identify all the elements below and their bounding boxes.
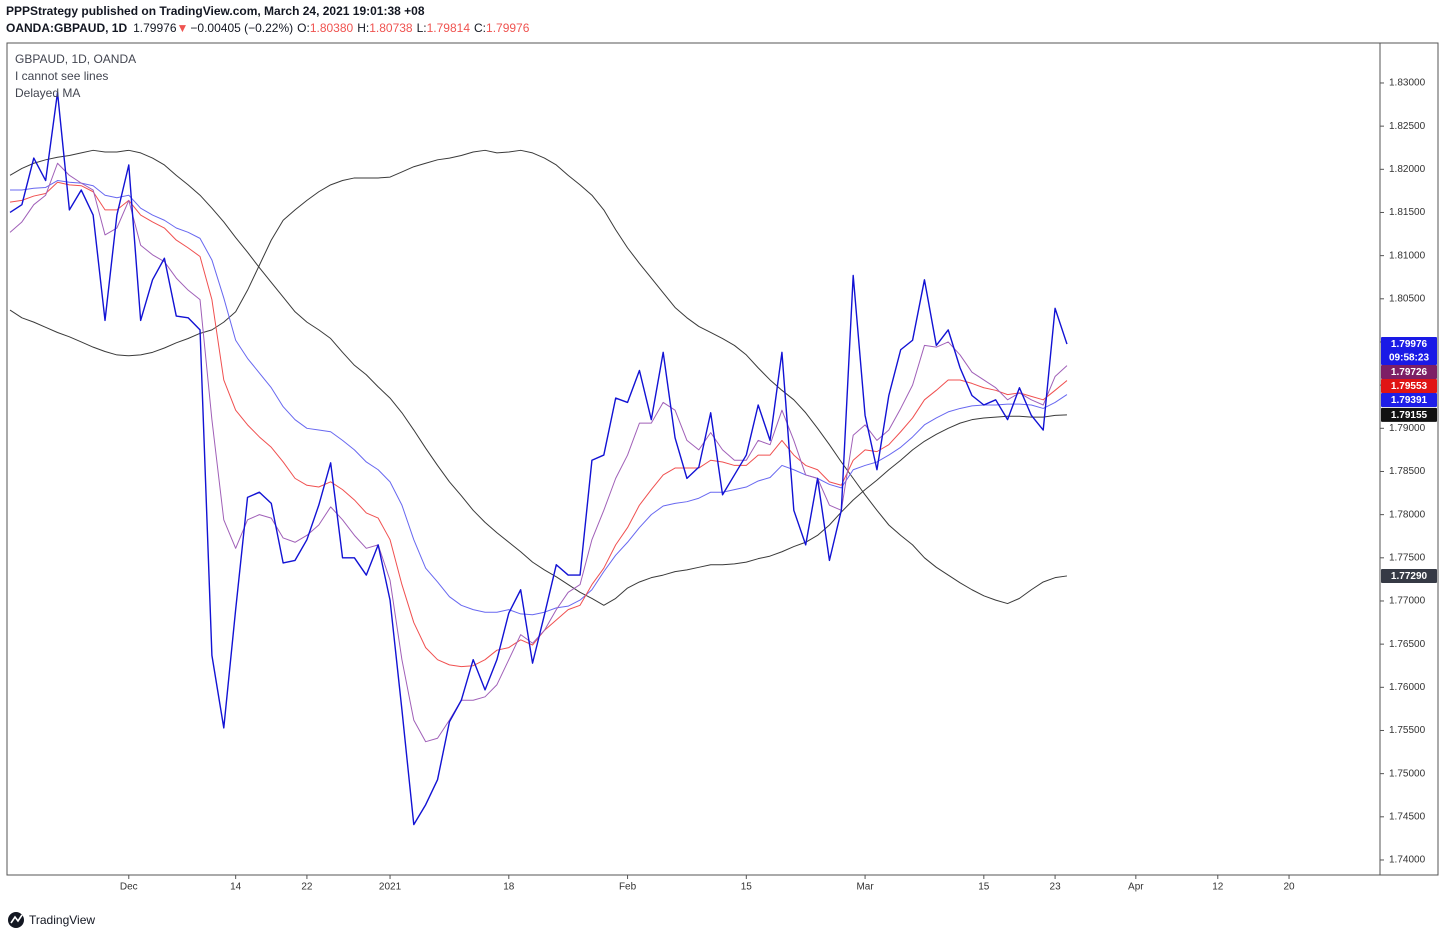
price-tag-label: 1.79976 [1391, 339, 1428, 350]
symbol-line: OANDA:GBPAUD, 1D 1.79976▼ −0.00405 (−0.22%… [6, 21, 530, 35]
y-tick-label: 1.81000 [1389, 250, 1426, 261]
y-tick-label: 1.80500 [1389, 293, 1426, 304]
price-tag-label: 1.77290 [1391, 571, 1428, 582]
y-tick-label: 1.75000 [1389, 768, 1426, 779]
price-tag-label: 1.79553 [1391, 381, 1428, 392]
price-tag-label: 1.79391 [1391, 395, 1428, 406]
y-tick-label: 1.76000 [1389, 682, 1426, 693]
ohlc-key: C: [474, 21, 486, 35]
y-tick-label: 1.78000 [1389, 509, 1426, 520]
x-tick-label: Apr [1128, 882, 1144, 893]
y-tick-label: 1.79000 [1389, 423, 1426, 434]
y-tick-label: 1.78500 [1389, 466, 1426, 477]
y-tick-label: 1.77500 [1389, 552, 1426, 563]
x-tick-label: Feb [619, 882, 637, 893]
plot-frame [6, 42, 1439, 876]
x-tick-label: 2021 [379, 882, 402, 893]
price-line [9, 91, 1068, 826]
x-tick-label: 20 [1283, 882, 1295, 893]
x-tick-label: Dec [120, 882, 138, 893]
x-tick-label: 22 [301, 882, 313, 893]
published-line: PPPStrategy published on TradingView.com… [6, 4, 425, 18]
y-tick-label: 1.76500 [1389, 639, 1426, 650]
x-tick-label: 12 [1212, 882, 1224, 893]
x-tick-label: 14 [230, 882, 242, 893]
price-line [9, 149, 1067, 606]
ohlc-value: 1.80738 [369, 21, 413, 35]
ohlc-key: O: [297, 21, 310, 35]
y-tick-label: 1.82000 [1389, 164, 1426, 175]
y-tick-label: 1.74000 [1389, 855, 1426, 866]
price-tag [1381, 568, 1437, 583]
x-tick-label: Mar [856, 882, 874, 893]
ohlc-value: 1.79976 [486, 21, 530, 35]
last: 1.79976 [133, 21, 177, 35]
x-tick-label: 15 [741, 882, 753, 893]
y-tick-label: 1.82500 [1389, 121, 1426, 132]
ohlc-key: L: [417, 21, 427, 35]
x-tick-label: 23 [1050, 882, 1062, 893]
price-tag-label: 1.79726 [1391, 367, 1428, 378]
price-tag [1381, 393, 1437, 408]
legend-symbol: GBPAUD, 1D, OANDA [15, 52, 136, 66]
price-line [9, 162, 1068, 743]
countdown: 09:58:23 [1389, 353, 1429, 364]
price-line [10, 180, 1068, 616]
brand: TradingView [29, 913, 95, 927]
y-tick-label: 1.83000 [1389, 78, 1426, 89]
y-tick-label: 1.75500 [1389, 725, 1426, 736]
price-tag [1381, 337, 1437, 366]
x-tick-label: 18 [503, 882, 515, 893]
legend-indicator: Delayed MA [15, 86, 80, 100]
y-tick-label: 1.77000 [1389, 596, 1426, 607]
symbol: OANDA:GBPAUD, 1D [6, 21, 127, 35]
price-line [9, 181, 1068, 668]
x-tick-label: 15 [978, 882, 990, 893]
ohlc-value: 1.80380 [310, 21, 354, 35]
arrow: ▼ [177, 21, 189, 35]
tradingview-logo [8, 912, 24, 928]
legend-indicator: I cannot see lines [15, 69, 108, 83]
change: −0.00405 (−0.22%) [190, 21, 293, 35]
price-tag-label: 1.79155 [1391, 410, 1428, 421]
y-tick-label: 1.81500 [1389, 207, 1426, 218]
price-tag [1381, 407, 1437, 422]
ohlc-key: H: [357, 21, 369, 35]
ohlc-value: 1.79814 [427, 21, 471, 35]
y-tick-label: 1.74500 [1389, 811, 1426, 822]
price-line [9, 149, 1068, 605]
price-tag [1381, 365, 1437, 380]
price-tag [1381, 379, 1437, 394]
